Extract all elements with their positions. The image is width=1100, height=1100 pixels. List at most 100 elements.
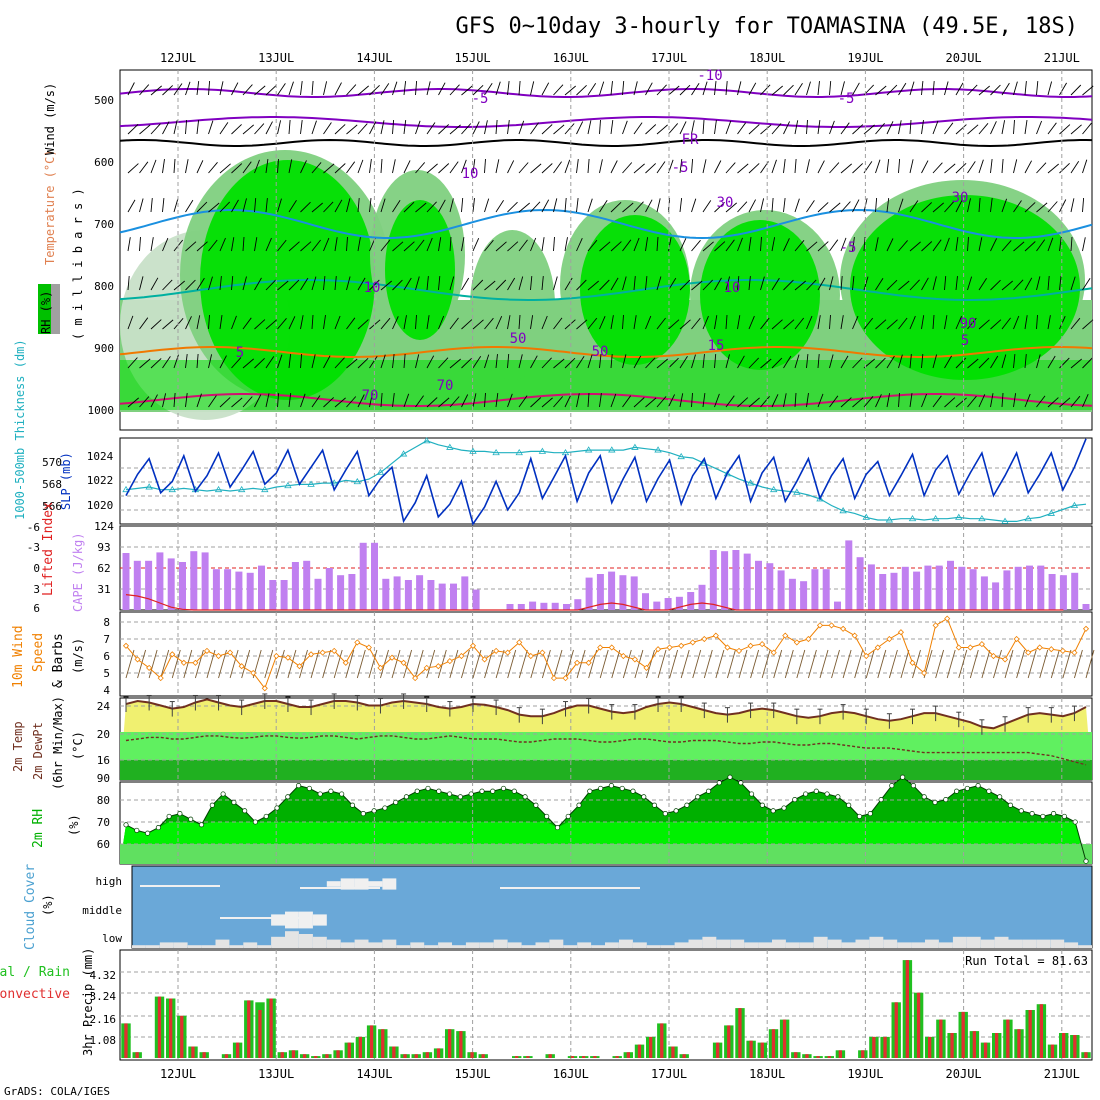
low-cloud-block <box>730 939 745 948</box>
wind-barb <box>541 124 553 135</box>
wind-barb <box>944 163 956 174</box>
date-tick-bottom: 19JUL <box>847 1067 883 1081</box>
wind-barb <box>553 198 558 213</box>
wind-barb <box>265 159 269 174</box>
wind-barb <box>162 121 170 135</box>
rh-marker <box>209 802 215 808</box>
precip-convective-bar <box>1006 1019 1010 1058</box>
wind-barb <box>173 318 184 330</box>
wind-barb <box>242 124 254 135</box>
wind-barb <box>185 159 189 174</box>
cape-bar <box>179 562 186 610</box>
wind-barb <box>357 159 364 174</box>
wind-barb <box>507 353 510 369</box>
wind-barb <box>668 123 679 135</box>
rh-marker <box>749 791 755 797</box>
wind10m-barb <box>183 649 193 679</box>
wind-barb <box>208 162 218 174</box>
wind-barb <box>288 81 294 96</box>
rh-marker <box>177 811 183 817</box>
cape-bar <box>924 565 932 610</box>
wind-speed-marker <box>712 632 719 639</box>
wind-barb <box>840 201 851 213</box>
wind-barb <box>1013 393 1017 408</box>
thickness-label: 1000-500mb Thickness (dm) <box>13 339 27 520</box>
wind-barb <box>461 159 467 174</box>
low-cloud-block <box>813 936 828 948</box>
wind-speed-marker <box>770 649 777 656</box>
low-cloud-block <box>855 939 870 948</box>
wind10m-label-1: 10m Wind <box>11 625 26 688</box>
wind10m-barb <box>495 649 505 679</box>
wind-barb <box>599 81 605 96</box>
wind-barb <box>392 119 395 135</box>
cape-bar <box>393 576 401 610</box>
rh-marker <box>252 819 258 825</box>
wind-barb <box>461 197 464 213</box>
wind-barb <box>886 238 894 252</box>
wind-barb <box>541 276 544 291</box>
wind-barb <box>208 314 210 330</box>
wind-barb <box>438 276 441 291</box>
wind-barb <box>277 83 286 96</box>
precip-convective-bar <box>570 1056 575 1058</box>
precip-convective-bar <box>1028 1010 1032 1058</box>
wind10m-barb <box>900 649 910 679</box>
wind-barb <box>495 279 507 291</box>
wind-barb <box>208 239 218 252</box>
wind10m-barb <box>137 649 147 679</box>
wind10m-barb <box>565 649 574 679</box>
wind-speed-marker <box>643 664 650 671</box>
axis-tick-label: 600 <box>94 156 114 169</box>
cape-bar <box>913 571 921 610</box>
low-cloud-block <box>1078 945 1092 948</box>
contour-label: 5 <box>236 345 244 361</box>
axis-tick-label: 20 <box>97 728 110 741</box>
wind-speed-marker <box>423 664 430 671</box>
wind-barb <box>978 277 987 291</box>
date-tick-top: 21JUL <box>1044 51 1080 65</box>
wind-barb <box>817 277 826 291</box>
wind-barb <box>415 314 417 330</box>
wind-barb <box>967 276 973 291</box>
wind-barb <box>173 83 183 96</box>
wind-barb <box>231 397 243 408</box>
wind-barb <box>1036 202 1048 213</box>
wind-barb <box>346 198 351 213</box>
rh-marker <box>522 794 528 800</box>
contour-label: 30 <box>952 190 969 206</box>
rh-marker <box>285 794 291 800</box>
wind-speed-marker <box>227 649 234 656</box>
wind-barb <box>426 237 433 252</box>
wind-barb <box>875 159 881 174</box>
precip-convective-bar <box>838 1050 842 1058</box>
upper-air-axis-titles: RH (%) Temperature (°C) Wind (m/s) ( m i… <box>38 83 85 340</box>
cape-bar <box>1003 570 1011 610</box>
wind-barb <box>852 82 860 96</box>
wind-barb <box>898 120 902 135</box>
wind-barb <box>702 159 707 174</box>
precip-convective-bar <box>582 1056 586 1058</box>
low-cloud-block <box>1036 939 1051 948</box>
low-cloud-block <box>758 942 772 948</box>
wind-barb <box>530 315 534 330</box>
thickness-marker <box>654 446 662 453</box>
slp-thickness-panel: 570 568 566 1024 1022 1020 <box>42 437 1093 526</box>
wind-barb <box>265 198 268 213</box>
low-cloud-block <box>479 942 494 948</box>
precip-convective-bar <box>1073 1035 1077 1058</box>
thickness-marker <box>1070 501 1079 508</box>
footer-credit: GrADS: COLA/IGES <box>4 1085 110 1098</box>
rh-blob <box>700 220 820 370</box>
wind-barb <box>564 159 571 174</box>
cloud-label-2: (%) <box>41 894 55 916</box>
wind-barb <box>1047 122 1057 135</box>
wind-barb <box>932 202 944 213</box>
rh-marker <box>641 794 647 800</box>
axis-tick-label: 1024 <box>87 450 114 463</box>
date-tick-top: 14JUL <box>356 51 392 65</box>
wind-barb <box>714 160 722 174</box>
wind-barb <box>817 120 821 135</box>
wind-barb <box>1047 163 1059 174</box>
rh-marker <box>134 827 140 833</box>
